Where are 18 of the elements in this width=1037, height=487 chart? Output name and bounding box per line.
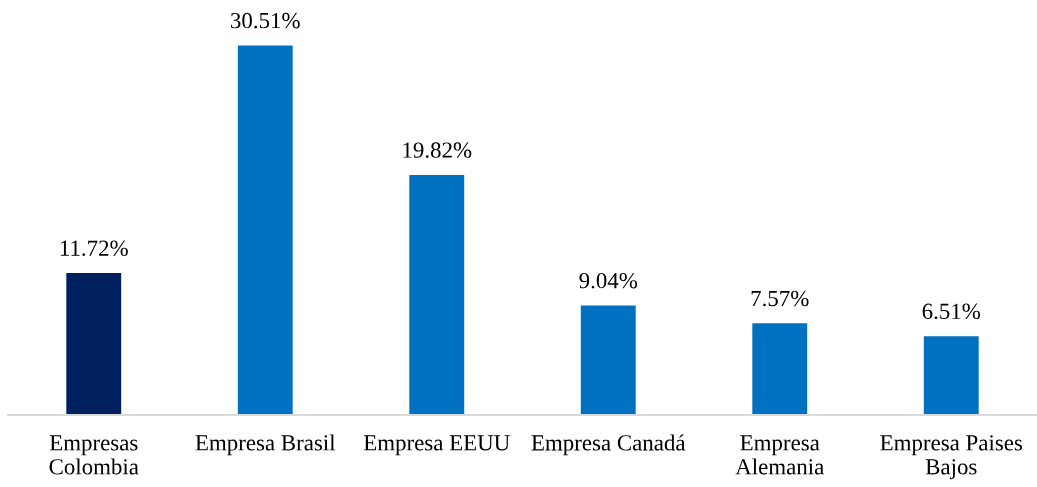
bar [752, 323, 808, 415]
data-label: 9.04% [579, 272, 638, 289]
data-label: 30.51% [231, 12, 300, 29]
bar [923, 336, 979, 415]
x-tick-label: Empresa Paises Bajos [880, 435, 1023, 480]
bar [66, 273, 122, 415]
x-tick-label: Empresa Brasil [195, 434, 336, 456]
x-tick-label: Empresa Alemania [735, 435, 824, 475]
bar [237, 45, 293, 415]
x-tick-label: Empresa EEUU [363, 435, 510, 456]
data-label: 19.82% [403, 142, 472, 158]
data-label: 7.57% [751, 290, 809, 307]
data-label: 11.72% [60, 240, 128, 256]
data-label: 6.51% [922, 303, 981, 320]
x-tick-label: Empresa Canadá [531, 434, 686, 456]
bar [409, 174, 465, 415]
bar [580, 305, 636, 415]
x-tick-label: Empresas Colombia [49, 435, 139, 475]
